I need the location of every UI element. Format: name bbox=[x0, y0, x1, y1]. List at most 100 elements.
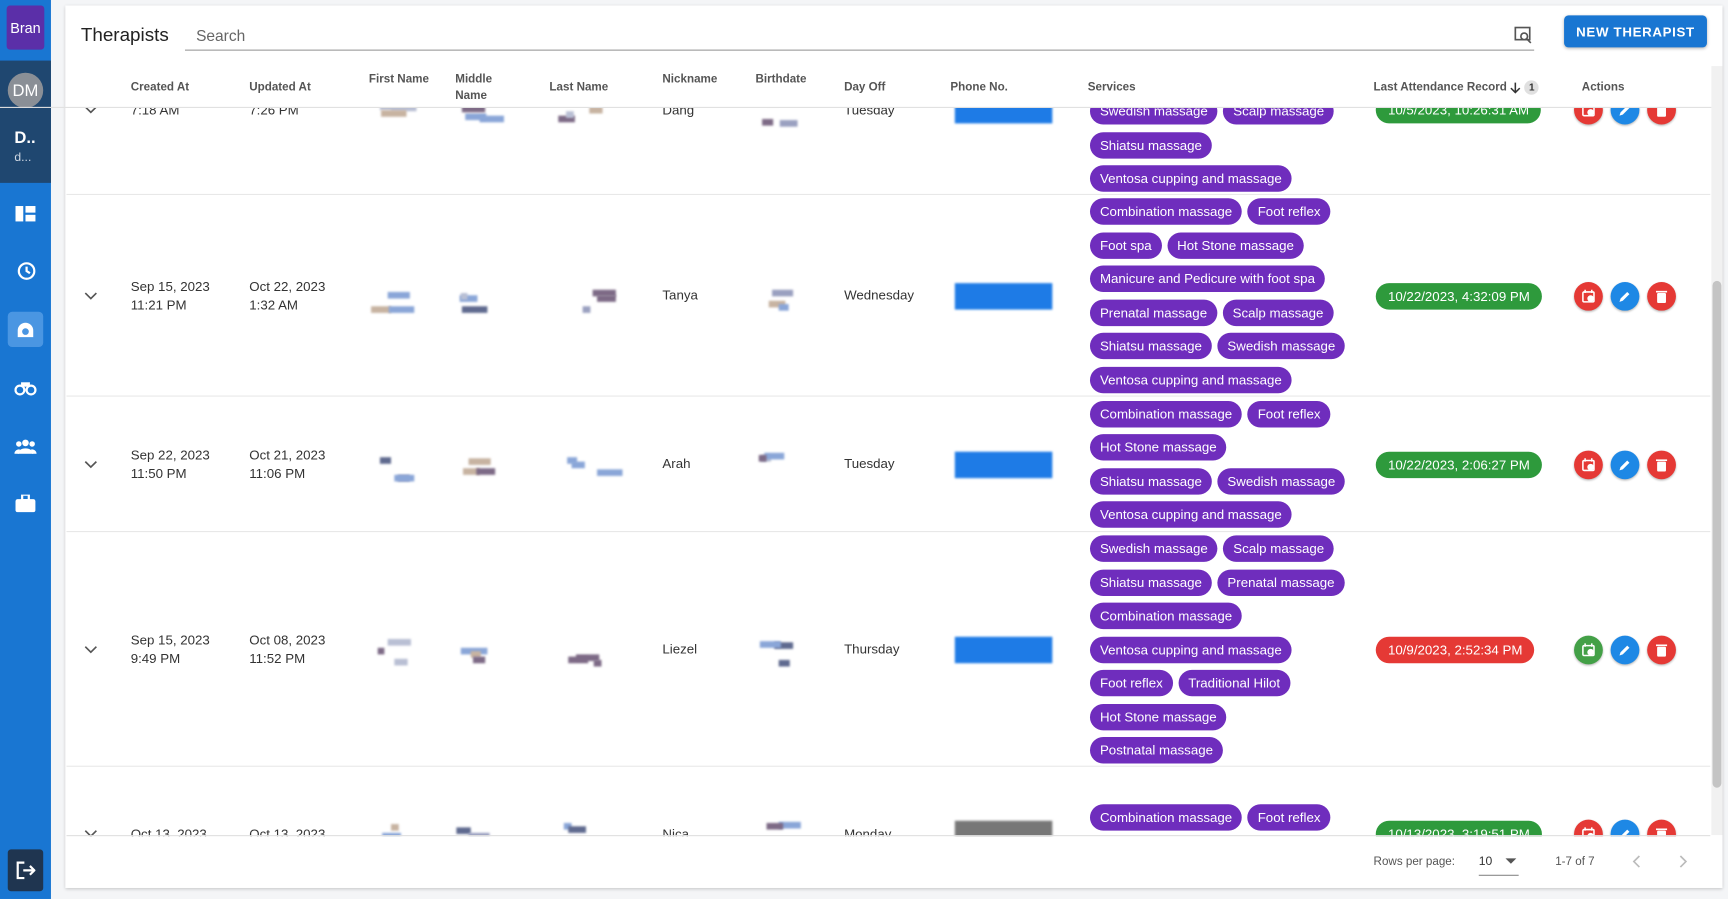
updated-date: Oct 08, 2023 bbox=[249, 631, 326, 648]
redacted-first-name bbox=[394, 658, 408, 666]
table-row[interactable]: Oct 13, 2023 Oct 13, 2023 Nica Monday Combin… bbox=[66, 765, 1711, 837]
attendance-button[interactable] bbox=[1574, 635, 1603, 664]
next-page[interactable] bbox=[1676, 854, 1689, 869]
nav-work[interactable] bbox=[8, 486, 43, 521]
service-pill: Prenatal massage bbox=[1089, 299, 1218, 326]
column-header[interactable]: Created At bbox=[130, 80, 190, 94]
redacted-middle-name bbox=[460, 293, 468, 301]
column-header[interactable]: Birthdate bbox=[755, 72, 807, 86]
redacted-middle-name bbox=[473, 656, 486, 664]
new-therapist-button[interactable]: NEW THERAPIST bbox=[1564, 15, 1707, 48]
expand-toggle[interactable] bbox=[84, 195, 100, 397]
rows-per-page-select[interactable]: 10 bbox=[1478, 848, 1519, 876]
rows-per-page-label: Rows per page: bbox=[1373, 854, 1456, 869]
column-label: Last Attendance Record bbox=[1373, 80, 1507, 94]
table-row[interactable]: Sep 15, 2023 11:21 PM Oct 22, 2023 1:32 AM T… bbox=[66, 193, 1711, 397]
logout[interactable] bbox=[7, 849, 44, 892]
services: Combination massage Foot reflex Foot spa Ho… bbox=[1089, 195, 1349, 397]
service-pill: Hot Stone massage bbox=[1089, 434, 1227, 461]
nav-history[interactable] bbox=[8, 253, 43, 288]
updated-date: Oct 22, 2023 bbox=[249, 278, 326, 294]
redacted-birthdate bbox=[758, 454, 767, 462]
edit-button[interactable] bbox=[1610, 107, 1640, 125]
redacted-middle-name bbox=[465, 113, 486, 121]
service-pill: Combination massage bbox=[1089, 400, 1243, 428]
created-date: Sep 15, 2023 bbox=[130, 631, 210, 648]
redacted-first-name bbox=[394, 474, 415, 482]
attendance-button[interactable] bbox=[1574, 819, 1603, 837]
table-row[interactable]: Sep 22, 2023 11:50 PM Oct 21, 2023 11:06 PM… bbox=[66, 395, 1711, 533]
updated-cell: 7:26 PM bbox=[249, 106, 360, 195]
edit-button[interactable] bbox=[1610, 635, 1640, 664]
service-pill: Shiatsu massage bbox=[1089, 332, 1212, 360]
redacted-middle-name bbox=[476, 468, 496, 476]
redacted-first-name bbox=[387, 291, 410, 299]
search-icon[interactable] bbox=[1514, 26, 1532, 44]
service-pill: Swedish massage bbox=[1089, 535, 1218, 562]
table-row[interactable]: 7:18 AM 7:26 PM Dang Tuesday Swedish massage… bbox=[66, 107, 1710, 195]
nav-dashboard[interactable] bbox=[8, 196, 43, 231]
redacted-middle-name bbox=[460, 647, 487, 655]
expand-toggle[interactable] bbox=[84, 397, 100, 533]
page-title: Therapists bbox=[80, 24, 169, 46]
column-header[interactable]: Last Name bbox=[549, 80, 609, 94]
column-header[interactable]: Middle Name bbox=[455, 72, 493, 103]
attendance-button[interactable] bbox=[1574, 281, 1603, 311]
column-header[interactable]: Actions bbox=[1581, 80, 1625, 94]
nav-services[interactable] bbox=[8, 370, 43, 405]
updated-time: 7:26 PM bbox=[249, 106, 299, 118]
sort-arrow bbox=[1510, 81, 1521, 94]
updated-time: 1:32 AM bbox=[249, 296, 299, 313]
expand-toggle[interactable] bbox=[84, 107, 100, 195]
redacted-birthdate bbox=[759, 640, 781, 648]
updated-cell: Oct 22, 2023 1:32 AM bbox=[249, 195, 360, 397]
column-header[interactable]: Updated At bbox=[249, 80, 311, 94]
created-cell: 7:18 AM bbox=[131, 108, 242, 195]
attendance-button[interactable] bbox=[1574, 450, 1603, 479]
day-off: Tuesday bbox=[844, 106, 895, 118]
redacted-last-name bbox=[571, 461, 585, 468]
edit-button[interactable] bbox=[1610, 450, 1640, 479]
expand-toggle[interactable] bbox=[84, 532, 100, 767]
prev-page[interactable] bbox=[1631, 854, 1644, 869]
column-header[interactable]: Day Off bbox=[844, 80, 886, 94]
redacted-last-name bbox=[563, 823, 572, 830]
expand-toggle[interactable] bbox=[84, 767, 100, 837]
scrollbar-thumb[interactable] bbox=[1712, 280, 1722, 788]
nickname: Arah bbox=[662, 456, 691, 472]
column-header[interactable]: Services bbox=[1087, 80, 1136, 94]
attendance-button[interactable] bbox=[1574, 107, 1603, 125]
created-time: 9:49 PM bbox=[130, 650, 181, 666]
nav-users[interactable] bbox=[8, 429, 43, 464]
redacted-first-name bbox=[388, 306, 415, 314]
edit-button[interactable] bbox=[1610, 281, 1640, 311]
column-header[interactable]: Last Attendance Record 1 bbox=[1373, 79, 1540, 96]
avatar[interactable]: DM bbox=[7, 72, 44, 108]
redacted-first-name bbox=[390, 107, 417, 111]
nav-therapists[interactable] bbox=[7, 311, 44, 348]
redacted-first-name bbox=[371, 306, 392, 314]
delete-button[interactable] bbox=[1647, 635, 1676, 664]
service-pill: Swedish massage bbox=[1217, 467, 1346, 495]
created-cell: Sep 15, 2023 11:21 PM bbox=[131, 195, 242, 397]
search-placeholder: Search bbox=[196, 26, 246, 45]
table-row[interactable]: Sep 15, 2023 9:49 PM Oct 08, 2023 11:52 PM L… bbox=[66, 531, 1711, 767]
redacted-middle-name bbox=[459, 295, 478, 303]
edit-button[interactable] bbox=[1610, 819, 1640, 837]
delete-button[interactable] bbox=[1647, 107, 1676, 125]
column-header[interactable]: Phone No. bbox=[950, 80, 1008, 94]
redacted-last-name bbox=[596, 295, 616, 303]
day-off: Thursday bbox=[844, 641, 900, 657]
brand[interactable]: Bran bbox=[6, 5, 45, 50]
delete-button[interactable] bbox=[1647, 281, 1676, 311]
redacted-birthdate bbox=[762, 119, 773, 127]
updated-cell: Oct 08, 2023 11:52 PM bbox=[249, 532, 360, 767]
column-header[interactable]: First Name bbox=[368, 72, 429, 86]
search-field[interactable]: Search bbox=[184, 22, 1535, 51]
delete-button[interactable] bbox=[1647, 819, 1676, 837]
delete-button[interactable] bbox=[1647, 450, 1676, 479]
phone-redacted bbox=[954, 282, 1053, 310]
column-header[interactable]: Nickname bbox=[662, 72, 718, 86]
